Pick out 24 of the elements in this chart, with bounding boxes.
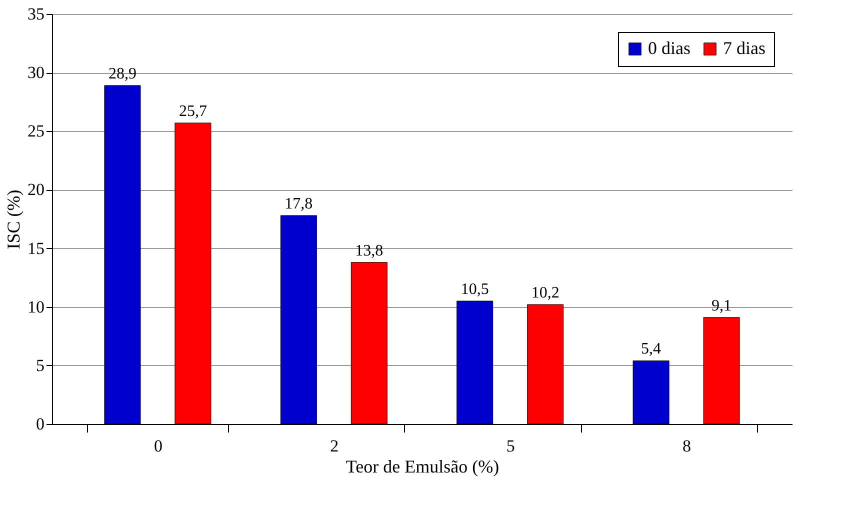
y-tick-label: 0 <box>36 414 44 434</box>
data-label: 17,8 <box>284 195 313 212</box>
y-tick-label: 5 <box>36 356 44 375</box>
y-tick-label: 35 <box>28 4 44 24</box>
data-label: 10,5 <box>460 281 489 298</box>
x-tick-label: 5 <box>506 436 515 456</box>
y-tick-label: 30 <box>28 63 44 82</box>
legend-label: 7 dias <box>723 38 766 58</box>
y-tick-label: 25 <box>28 122 44 141</box>
data-label: 13,8 <box>355 242 384 260</box>
x-tick-label: 8 <box>682 436 692 456</box>
y-tick-label: 10 <box>28 297 44 316</box>
data-label: 10,2 <box>531 284 560 302</box>
data-label: 28,9 <box>108 65 136 82</box>
x-tick-label: 0 <box>154 436 162 456</box>
y-axis-title: ISC (%) <box>4 190 24 250</box>
legend-label: 0 dias <box>648 38 690 58</box>
y-tick-label: 20 <box>28 180 44 200</box>
data-label: 25,7 <box>178 102 207 120</box>
data-label: 5,4 <box>641 340 662 358</box>
x-axis-title: Teor de Emulsão (%) <box>346 456 500 476</box>
x-tick-label: 2 <box>330 436 339 456</box>
y-tick-label: 15 <box>28 238 44 258</box>
data-label: 9,1 <box>712 297 732 314</box>
